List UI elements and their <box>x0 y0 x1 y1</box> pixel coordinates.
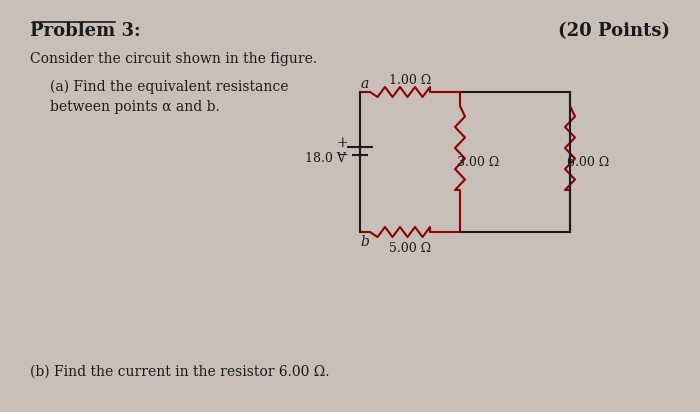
Text: a: a <box>361 77 369 91</box>
Text: 3.00 Ω: 3.00 Ω <box>457 155 499 169</box>
Text: 18.0 V: 18.0 V <box>304 152 345 164</box>
Text: Problem 3:: Problem 3: <box>30 22 141 40</box>
Text: (20 Points): (20 Points) <box>558 22 670 40</box>
Text: 5.00 Ω: 5.00 Ω <box>389 241 431 255</box>
Text: Consider the circuit shown in the figure.: Consider the circuit shown in the figure… <box>30 52 317 66</box>
Text: +: + <box>336 136 348 150</box>
Text: b: b <box>360 235 370 249</box>
Text: between points α and b.: between points α and b. <box>50 100 220 114</box>
Text: (b) Find the current in the resistor 6.00 Ω.: (b) Find the current in the resistor 6.0… <box>30 365 330 379</box>
Text: −: − <box>336 148 348 162</box>
Text: (a) Find the equivalent resistance: (a) Find the equivalent resistance <box>50 80 288 94</box>
Text: 1.00 Ω: 1.00 Ω <box>389 73 431 87</box>
Text: 6.00 Ω: 6.00 Ω <box>567 155 609 169</box>
